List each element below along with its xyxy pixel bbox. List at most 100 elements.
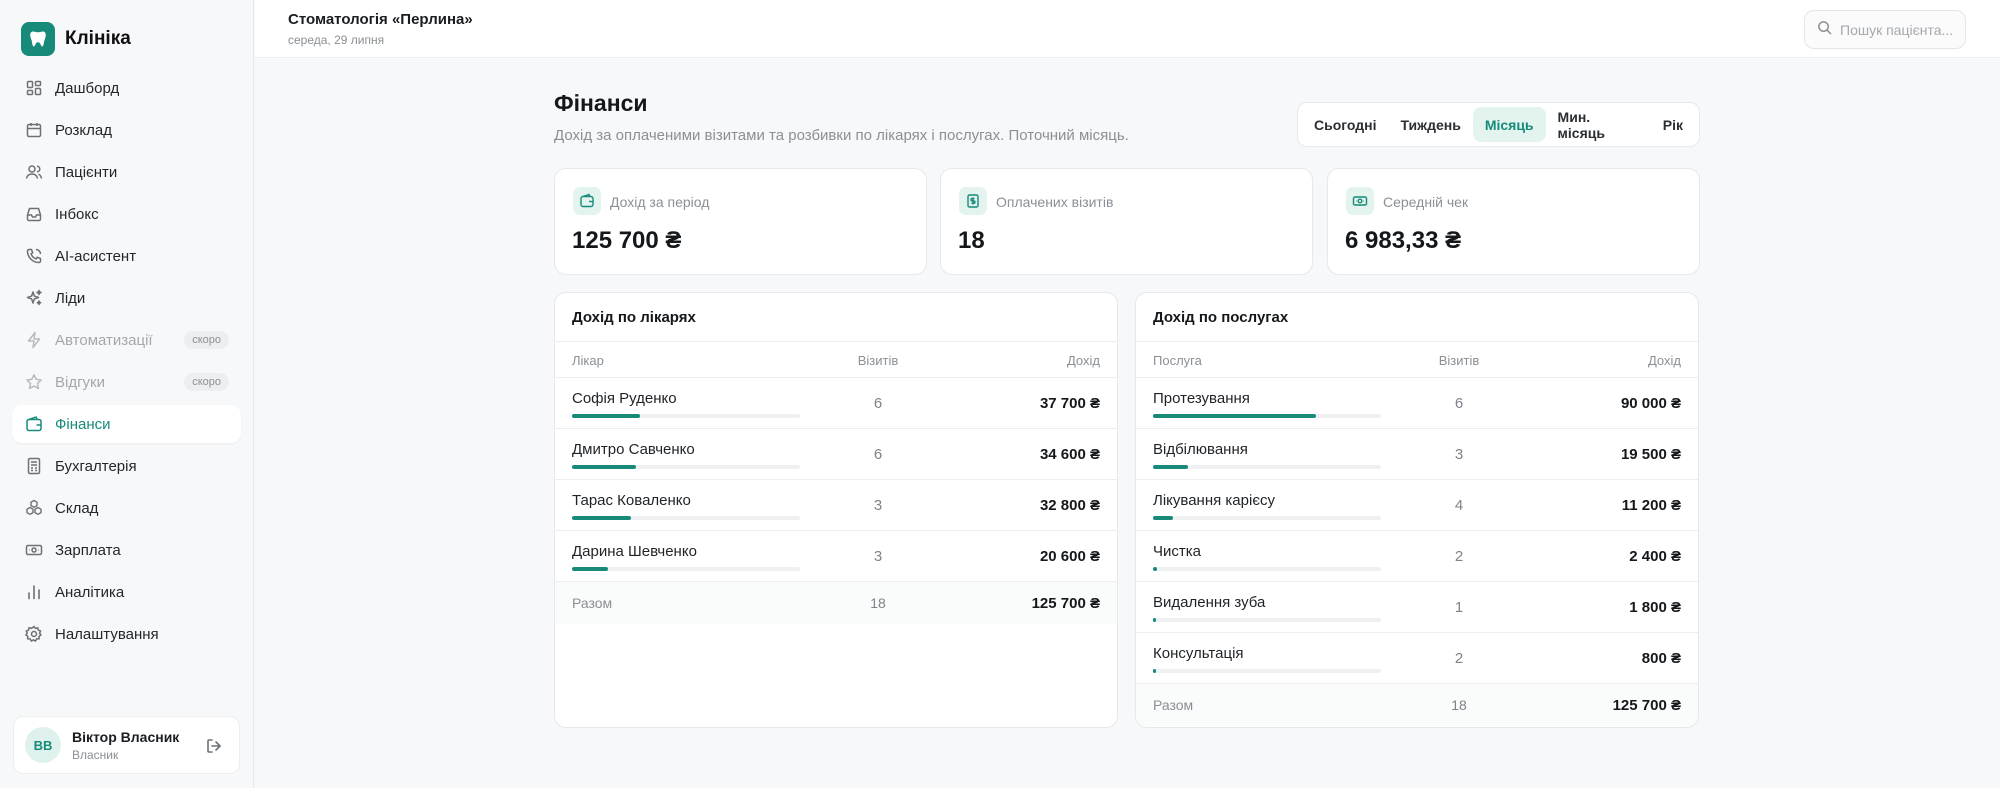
row-visits: 6 xyxy=(873,446,883,463)
row-visits: 1 xyxy=(1454,599,1464,616)
sidebar-item-label: AI-асистент xyxy=(55,247,137,265)
doctors-revenue-card: Дохід по лікарях Лікар Візитів Дохід Соф… xyxy=(554,292,1118,728)
sidebar-item-bar-chart[interactable]: Аналітика xyxy=(12,573,241,611)
share-bar-fill xyxy=(1153,516,1174,520)
sidebar-item-phone[interactable]: AI-асистент xyxy=(12,237,241,275)
sidebar-item-label: Відгуки xyxy=(55,373,106,391)
table-row: Консультація 2 800 ₴ xyxy=(1136,633,1698,684)
sidebar-item-star[interactable]: Відгуки скоро xyxy=(12,363,241,401)
logout-icon[interactable] xyxy=(205,737,223,760)
share-bar xyxy=(1153,465,1381,469)
user-name: Віктор Власник xyxy=(72,728,180,745)
sidebar-item-ledger[interactable]: Бухгалтерія xyxy=(12,447,241,485)
total-revenue: 125 700 ₴ xyxy=(1031,595,1100,612)
share-bar-fill xyxy=(572,516,632,520)
table-total-row: Разом 18 125 700 ₴ xyxy=(1136,684,1698,726)
sidebar-item-users[interactable]: Пацієнти xyxy=(12,153,241,191)
lightning-icon xyxy=(25,331,43,349)
sidebar-item-label: Зарплата xyxy=(55,541,121,559)
stat-label: Дохід за період xyxy=(610,194,710,210)
sidebar-item-lightning[interactable]: Автоматизації скоро xyxy=(12,321,241,359)
row-visits: 6 xyxy=(873,395,883,412)
sidebar-item-label: Фінанси xyxy=(55,415,111,433)
row-revenue: 19 500 ₴ xyxy=(1620,446,1681,463)
period-tab[interactable]: Рік xyxy=(1662,116,1683,133)
sidebar-item-inbox[interactable]: Інбокс xyxy=(12,195,241,233)
period-tab[interactable]: Мин. місяць xyxy=(1557,108,1605,141)
page-title: Фінанси xyxy=(554,90,648,116)
brand[interactable]: Клініка xyxy=(21,22,131,56)
stat-label: Середній чек xyxy=(1383,194,1469,210)
sidebar-item-calendar[interactable]: Розклад xyxy=(12,111,241,149)
doctor-rows: Софія Руденко 6 37 700 ₴ Дмитро Савченко 6 34… xyxy=(555,378,1117,582)
sidebar-item-label: Налаштування xyxy=(55,625,159,643)
sidebar-item-wallet[interactable]: Фінанси xyxy=(12,405,241,443)
share-bar-fill xyxy=(572,414,641,418)
row-revenue: 2 400 ₴ xyxy=(1629,548,1681,565)
column-header-visits: Візитів xyxy=(1438,353,1480,368)
page-subtitle: Дохід за оплаченими візитами та розбивки… xyxy=(554,127,1129,144)
stat-value: 6 983,33 ₴ xyxy=(1345,227,1462,254)
table-header: Послуга Візитів Дохід xyxy=(1136,342,1698,378)
sidebar-item-dashboard[interactable]: Дашборд xyxy=(12,69,241,107)
phone-icon xyxy=(25,247,43,265)
sidebar: Клініка Дашборд Розклад Пацієнти Інбокс AI-а… xyxy=(0,0,254,788)
sidebar-item-money[interactable]: Зарплата xyxy=(12,531,241,569)
receipt-icon xyxy=(959,187,987,215)
table-row: Лікування карієсу 4 11 200 ₴ xyxy=(1136,480,1698,531)
row-visits: 3 xyxy=(873,548,883,565)
sidebar-item-label: Інбокс xyxy=(55,205,99,223)
user-card[interactable]: ВВ Віктор Власник Власник xyxy=(13,716,240,774)
period-selector: Сьогодні Тиждень Місяць Мин. місяць Рік xyxy=(1297,102,1700,147)
table-row: Софія Руденко 6 37 700 ₴ xyxy=(555,378,1117,429)
user-meta: Віктор Власник Власник xyxy=(72,729,179,762)
period-tab[interactable]: Тиждень xyxy=(1400,116,1461,133)
sidebar-item-label: Пацієнти xyxy=(55,163,118,181)
share-bar xyxy=(572,516,800,520)
service-rows: Протезування 6 90 000 ₴ Відбілювання 3 19 500… xyxy=(1136,378,1698,684)
share-bar xyxy=(1153,618,1381,622)
bar-chart-icon xyxy=(25,583,43,601)
card-title: Дохід по послугах xyxy=(1136,293,1698,342)
stat-value: 18 xyxy=(958,227,985,254)
period-tab[interactable]: Місяць xyxy=(1472,107,1546,142)
row-name: Протезування xyxy=(1153,390,1250,407)
table-row: Видалення зуба 1 1 800 ₴ xyxy=(1136,582,1698,633)
search-icon xyxy=(1817,20,1832,40)
row-revenue: 37 700 ₴ xyxy=(1039,395,1100,412)
row-visits: 6 xyxy=(1454,395,1464,412)
table-header: Лікар Візитів Дохід xyxy=(555,342,1117,378)
share-bar-fill xyxy=(572,465,636,469)
sidebar-item-label: Автоматизації xyxy=(55,331,153,349)
row-revenue: 32 800 ₴ xyxy=(1039,497,1100,514)
row-name: Лікування карієсу xyxy=(1153,492,1275,509)
column-header-visits: Візитів xyxy=(857,353,899,368)
row-revenue: 11 200 ₴ xyxy=(1621,497,1681,514)
sidebar-item-sparkles[interactable]: Ліди xyxy=(12,279,241,317)
star-icon xyxy=(25,373,43,391)
row-name: Видалення зуба xyxy=(1153,594,1266,611)
row-visits: 2 xyxy=(1454,548,1464,565)
sidebar-item-label: Склад xyxy=(55,499,99,517)
period-tab[interactable]: Сьогодні xyxy=(1314,116,1377,133)
search-box[interactable] xyxy=(1804,10,1966,49)
row-revenue: 34 600 ₴ xyxy=(1039,446,1100,463)
table-row: Відбілювання 3 19 500 ₴ xyxy=(1136,429,1698,480)
sidebar-item-boxes[interactable]: Склад xyxy=(12,489,241,527)
boxes-icon xyxy=(25,499,43,517)
table-row: Тарас Коваленко 3 32 800 ₴ xyxy=(555,480,1117,531)
table-row: Дарина Шевченко 3 20 600 ₴ xyxy=(555,531,1117,582)
total-visits: 18 xyxy=(1451,697,1467,713)
column-header-revenue: Дохід xyxy=(1066,353,1100,368)
top-header: Стоматологія «Перлина» середа, 29 липня xyxy=(255,0,2000,58)
sidebar-item-gear[interactable]: Налаштування xyxy=(12,615,241,653)
search-input[interactable] xyxy=(1840,21,1960,38)
row-revenue: 20 600 ₴ xyxy=(1039,548,1100,565)
cash-icon xyxy=(1346,187,1374,215)
sidebar-nav: Дашборд Розклад Пацієнти Інбокс AI-асистент Л… xyxy=(12,69,241,657)
row-name: Дарина Шевченко xyxy=(572,543,697,560)
ledger-icon xyxy=(25,457,43,475)
coming-soon-badge: скоро xyxy=(184,331,229,349)
clinic-name: Стоматологія «Перлина» xyxy=(288,11,473,28)
total-revenue: 125 700 ₴ xyxy=(1612,697,1681,714)
